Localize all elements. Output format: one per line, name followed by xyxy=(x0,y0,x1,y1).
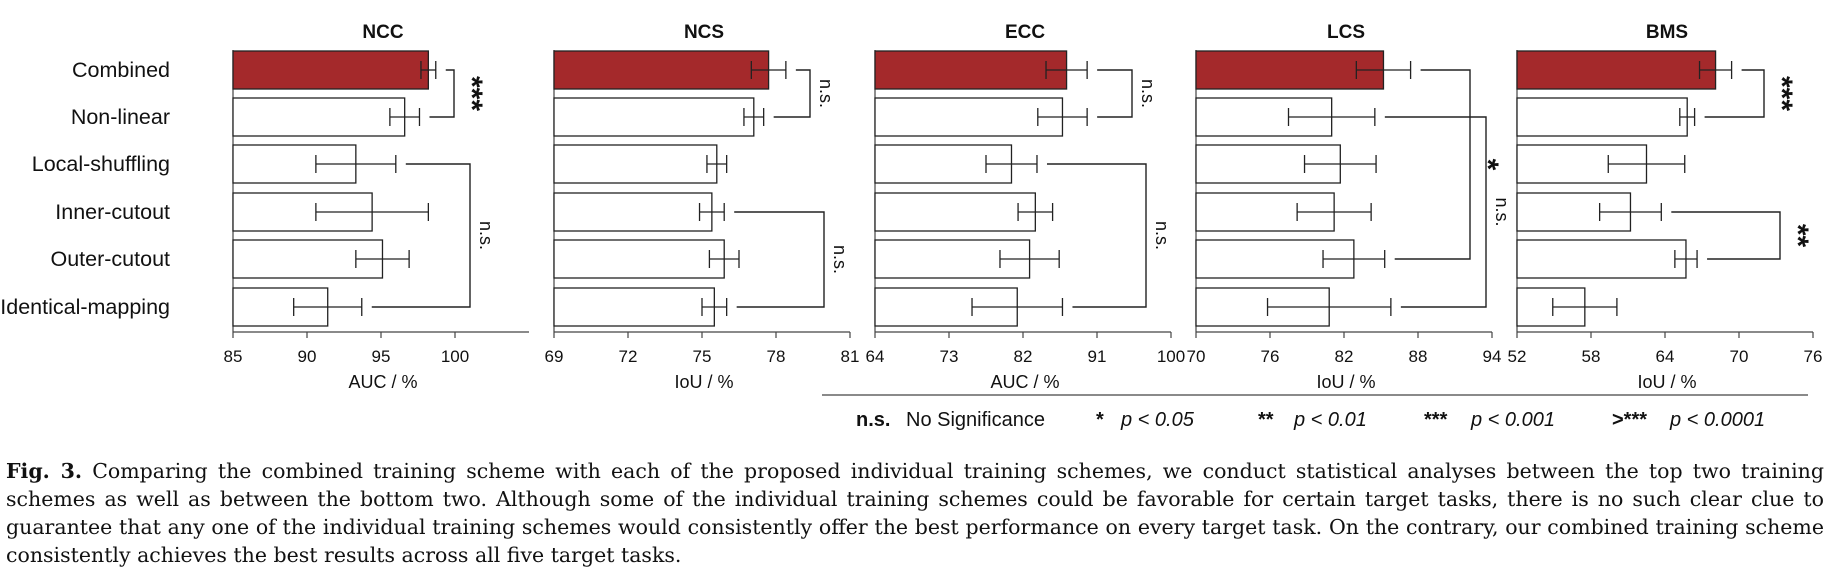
bar xyxy=(553,287,715,327)
legend-text: p < 0.05 xyxy=(1120,409,1195,431)
category-label: Identical-mapping xyxy=(0,295,170,319)
panel-title: NCS xyxy=(684,22,724,43)
chart-panel-ecc: ECC 64 73 82 91 100 AUC / % n.s. n.s. xyxy=(866,22,1186,392)
bar xyxy=(553,144,718,184)
significance-bracket xyxy=(773,69,811,118)
x-tick-label: 70 xyxy=(1187,347,1206,366)
significance-bracket xyxy=(371,163,471,308)
legend-text: No Significance xyxy=(906,409,1045,431)
x-axis-label: AUC / % xyxy=(348,372,417,392)
x-tick-label: 64 xyxy=(1656,347,1675,366)
x-tick-label: 88 xyxy=(1409,347,1428,366)
legend-symbol: *** xyxy=(1424,409,1448,431)
caption-text: Comparing the combined training scheme w… xyxy=(6,459,1824,567)
x-tick-label: 58 xyxy=(1582,347,1601,366)
legend-text: p < 0.0001 xyxy=(1669,409,1765,431)
figure-panels: NCC 85 90 95 100 AUC / % Combined Non-linear Loc… xyxy=(0,22,1823,431)
significance-bracket xyxy=(1384,116,1487,308)
legend-text: p < 0.001 xyxy=(1470,409,1555,431)
x-tick-label: 100 xyxy=(441,347,469,366)
chart-panel-ncc: NCC 85 90 95 100 AUC / % Combined Non-linear Loc… xyxy=(0,22,529,392)
x-tick-label: 70 xyxy=(1730,347,1749,366)
x-axis-label: IoU / % xyxy=(674,372,733,392)
bar xyxy=(553,192,713,232)
bar xyxy=(1516,50,1717,90)
x-tick-label: 78 xyxy=(767,347,786,366)
chart-panel-lcs: LCS 70 76 82 88 94 IoU / % * n.s. xyxy=(1187,22,1512,392)
x-axis-label: AUC / % xyxy=(990,372,1059,392)
x-tick-label: 94 xyxy=(1483,347,1502,366)
x-tick-label: 73 xyxy=(940,347,959,366)
bar xyxy=(1516,97,1688,137)
x-axis-label: IoU / % xyxy=(1637,372,1696,392)
legend-text: p < 0.01 xyxy=(1293,409,1367,431)
bar xyxy=(1195,50,1385,90)
significance-label: *** xyxy=(455,76,488,111)
category-label: Combined xyxy=(72,58,170,82)
bar xyxy=(232,97,406,137)
category-label: Outer-cutout xyxy=(51,247,171,271)
legend-symbol: * xyxy=(1096,409,1104,431)
panel-title: NCC xyxy=(362,22,403,43)
figure-caption: Fig. 3. Comparing the combined training … xyxy=(6,457,1824,569)
panel-title: BMS xyxy=(1646,22,1688,43)
bar xyxy=(232,50,430,90)
significance-label: *** xyxy=(1765,76,1798,111)
significance-bracket xyxy=(1704,69,1765,118)
significance-bracket xyxy=(734,211,825,308)
legend-symbol: ** xyxy=(1258,409,1274,431)
x-tick-label: 64 xyxy=(866,347,885,366)
x-tick-label: 82 xyxy=(1335,347,1354,366)
significance-label: n.s. xyxy=(1152,221,1172,250)
significance-label: n.s. xyxy=(476,221,496,250)
significance-bracket xyxy=(1394,69,1471,260)
category-label: Non-linear xyxy=(71,105,170,129)
significance-label: * xyxy=(1471,159,1504,171)
legend-symbol: n.s. xyxy=(856,409,890,431)
significance-bracket xyxy=(1671,211,1781,260)
x-tick-label: 52 xyxy=(1508,347,1527,366)
significance-label: n.s. xyxy=(1138,79,1158,108)
x-tick-label: 75 xyxy=(693,347,712,366)
bar xyxy=(553,50,770,90)
bar xyxy=(553,97,755,137)
significance-label: ** xyxy=(1781,224,1814,248)
significance-label: n.s. xyxy=(1492,197,1512,226)
significance-bracket xyxy=(1097,69,1133,118)
category-label: Inner-cutout xyxy=(55,200,170,224)
legend-symbol: >*** xyxy=(1612,409,1647,431)
bar xyxy=(1516,239,1687,279)
x-tick-label: 76 xyxy=(1261,347,1280,366)
x-tick-label: 69 xyxy=(545,347,564,366)
panel-title: ECC xyxy=(1005,22,1045,43)
x-tick-label: 76 xyxy=(1804,347,1823,366)
x-tick-label: 82 xyxy=(1014,347,1033,366)
category-label: Local-shuffling xyxy=(32,152,170,176)
bar xyxy=(874,192,1036,232)
significance-label: n.s. xyxy=(816,79,836,108)
bar xyxy=(874,97,1064,137)
legend: n.s. No Significance * p < 0.05 ** p < 0.01 **… xyxy=(822,394,1808,431)
significance-bracket xyxy=(429,69,455,118)
x-tick-label: 81 xyxy=(841,347,860,366)
significance-bracket xyxy=(1046,163,1147,308)
x-tick-label: 91 xyxy=(1088,347,1107,366)
x-tick-label: 72 xyxy=(619,347,638,366)
bar xyxy=(874,50,1068,90)
significance-label: n.s. xyxy=(830,245,850,274)
x-tick-label: 90 xyxy=(298,347,317,366)
x-tick-label: 85 xyxy=(224,347,243,366)
x-axis-label: IoU / % xyxy=(1316,372,1375,392)
panel-title: LCS xyxy=(1327,22,1365,43)
x-tick-label: 100 xyxy=(1157,347,1185,366)
chart-panel-ncs: NCS 69 72 75 78 81 IoU / % n.s. n.s. xyxy=(545,22,860,392)
caption-label: Fig. 3. xyxy=(6,459,83,483)
x-tick-label: 95 xyxy=(372,347,391,366)
bar xyxy=(553,239,725,279)
